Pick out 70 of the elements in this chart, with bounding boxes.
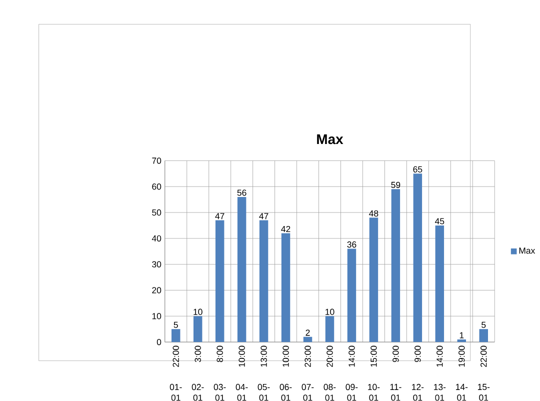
- y-tick-label: 70: [152, 158, 162, 164]
- y-tick-label: 0: [156, 339, 162, 346]
- bar: [281, 233, 290, 342]
- text: 05-01: [258, 384, 270, 401]
- x-tick-label: 20:00: [326, 346, 333, 367]
- bar: [413, 174, 422, 342]
- data-label: 47: [215, 213, 224, 220]
- x-tick-label: 13:00: [260, 346, 267, 367]
- bar: [193, 316, 202, 342]
- y-tick-label: 30: [152, 261, 162, 268]
- text: 10-01: [368, 384, 380, 401]
- bar: [435, 226, 444, 342]
- text: 13-01: [434, 384, 446, 401]
- y-tick-label: 20: [152, 287, 162, 294]
- x-tick-label: 15:00: [370, 346, 377, 367]
- data-label: 10: [194, 308, 202, 316]
- text: 14-01: [456, 384, 468, 401]
- y-tick-label: 60: [152, 184, 162, 190]
- x-tick-label: 8:00: [216, 346, 223, 362]
- bar: [391, 189, 400, 342]
- x-tick-label: 3:00: [194, 346, 201, 362]
- bar: [325, 316, 334, 342]
- data-label: 10: [326, 308, 334, 316]
- data-label: 5: [174, 322, 178, 328]
- bar: [259, 220, 268, 342]
- x-tick-label: 10:00: [282, 346, 289, 367]
- x-tick-label: 10:00: [238, 346, 245, 367]
- x-tick-label: 9:00: [414, 346, 421, 362]
- data-label: 2: [306, 330, 310, 336]
- text: 15-01: [478, 384, 490, 401]
- text: 01-01: [170, 384, 182, 401]
- x-tick-label: 19:00: [458, 346, 465, 367]
- text: 12-01: [412, 384, 424, 401]
- bar: [172, 329, 180, 342]
- data-label: 59: [391, 182, 400, 188]
- text: 02-01: [192, 384, 204, 401]
- text: 06-01: [280, 384, 292, 401]
- chart-title: Max: [317, 134, 344, 144]
- bar: [369, 218, 378, 342]
- x-tick-label: 22:00: [172, 346, 179, 367]
- x-tick-label: 14:00: [436, 346, 443, 367]
- data-label: 56: [237, 190, 246, 196]
- bar: [303, 336, 312, 342]
- x-tick-label: 23:00: [304, 346, 311, 367]
- data-label: 48: [369, 210, 378, 217]
- text: 09-01: [346, 384, 358, 401]
- text: 03-01: [214, 384, 226, 401]
- data-label: 45: [435, 218, 444, 224]
- data-label: 5: [482, 322, 486, 328]
- text: 07-01: [302, 384, 314, 401]
- text: 04-01: [236, 384, 248, 401]
- bar: [457, 340, 466, 342]
- y-tick-label: 50: [152, 210, 162, 216]
- data-label: 65: [413, 166, 422, 173]
- bar: [237, 197, 246, 342]
- text: 08-01: [324, 384, 336, 401]
- data-label: 47: [259, 213, 268, 220]
- x-tick-label: 14:00: [348, 346, 355, 367]
- text: 11-01: [390, 384, 402, 401]
- data-label: 36: [347, 242, 356, 248]
- x-tick-label: 9:00: [392, 346, 399, 362]
- legend-label: Max: [519, 248, 536, 254]
- bar: [215, 220, 224, 342]
- data-label: 42: [281, 226, 290, 232]
- data-label: 1: [460, 332, 464, 338]
- y-tick-label: 40: [152, 235, 162, 242]
- x-tick-label: 22:00: [480, 346, 487, 367]
- y-tick-label: 10: [152, 313, 162, 320]
- bar: [479, 329, 488, 342]
- bar: [347, 248, 356, 342]
